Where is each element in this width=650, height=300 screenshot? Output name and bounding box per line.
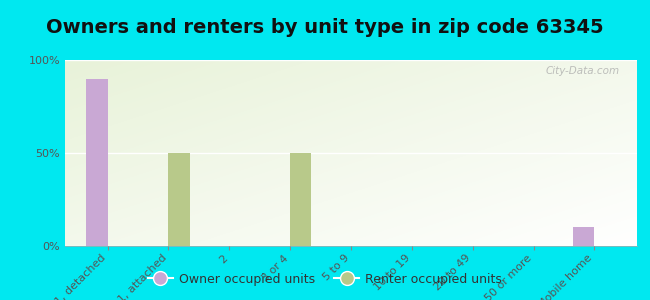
Bar	[290, 153, 311, 246]
Bar	[86, 79, 108, 246]
Legend: Owner occupied units, Renter occupied units: Owner occupied units, Renter occupied un…	[143, 268, 507, 291]
Bar	[168, 153, 190, 246]
Text: Owners and renters by unit type in zip code 63345: Owners and renters by unit type in zip c…	[46, 18, 604, 37]
Text: City-Data.com: City-Data.com	[546, 66, 620, 76]
Bar	[573, 227, 594, 246]
